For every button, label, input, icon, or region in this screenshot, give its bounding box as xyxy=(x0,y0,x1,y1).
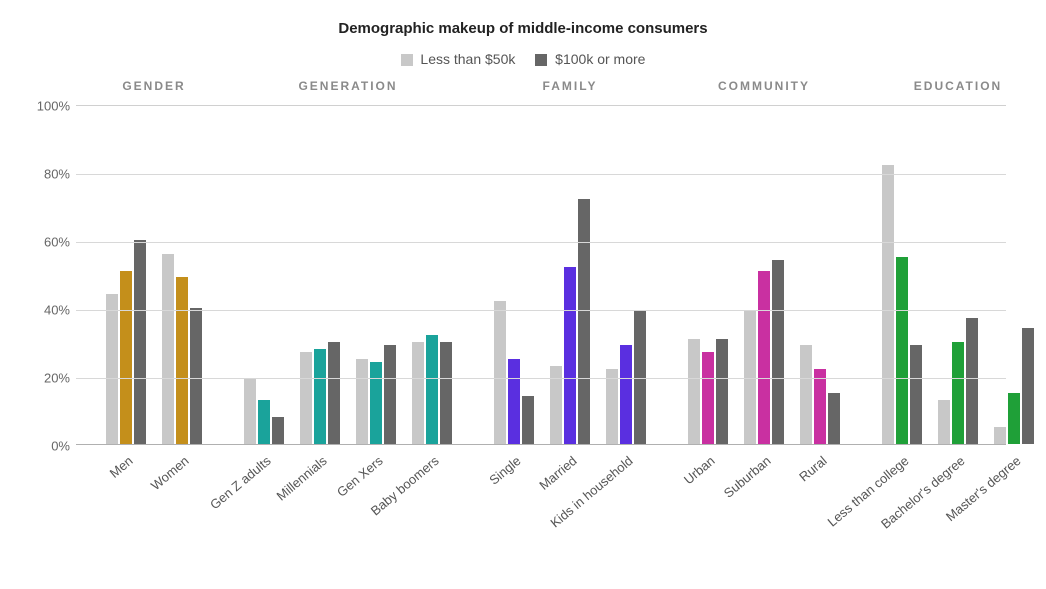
legend-swatch-low xyxy=(401,54,413,66)
bar xyxy=(370,362,382,444)
group-label: COMMUNITY xyxy=(718,79,810,93)
x-axis-labels: MenWomenGen Z adultsMillennialsGen XersB… xyxy=(76,445,1006,575)
group-label: GENDER xyxy=(122,79,185,93)
bar xyxy=(494,301,506,444)
bar xyxy=(578,199,590,444)
bar xyxy=(508,359,520,444)
bar xyxy=(800,345,812,444)
bar xyxy=(356,359,368,444)
bar xyxy=(426,335,438,444)
bars-layer xyxy=(76,106,1006,444)
bar xyxy=(966,318,978,444)
chart-title: Demographic makeup of middle-income cons… xyxy=(30,20,1016,37)
bar xyxy=(828,393,840,444)
x-tick-label: Single xyxy=(486,453,523,488)
bar xyxy=(1022,328,1034,444)
bar xyxy=(440,342,452,444)
bar xyxy=(190,308,202,444)
bar xyxy=(314,349,326,444)
bar xyxy=(564,267,576,444)
y-tick-label: 80% xyxy=(30,167,70,182)
bar xyxy=(814,369,826,444)
bar xyxy=(134,240,146,444)
x-tick-label: Women xyxy=(148,453,192,493)
bar xyxy=(244,379,256,444)
y-tick-label: 100% xyxy=(30,99,70,114)
x-tick-label: Rural xyxy=(796,453,829,484)
bar xyxy=(384,345,396,444)
bar xyxy=(106,294,118,444)
bar xyxy=(162,254,174,444)
bar xyxy=(606,369,618,444)
bar xyxy=(258,400,270,444)
legend-label-low: Less than $50k xyxy=(420,51,515,67)
group-label: EDUCATION xyxy=(914,79,1002,93)
bar xyxy=(938,400,950,444)
bar xyxy=(896,257,908,444)
x-tick-label: Gen Xers xyxy=(334,453,386,500)
bar xyxy=(882,165,894,444)
legend-item-high: $100k or more xyxy=(535,51,645,67)
group-label: GENERATION xyxy=(298,79,397,93)
bar xyxy=(702,352,714,444)
bar xyxy=(952,342,964,444)
y-tick-label: 40% xyxy=(30,303,70,318)
bar xyxy=(716,339,728,444)
gridline xyxy=(76,310,1006,311)
bar xyxy=(994,427,1006,444)
legend-swatch-high xyxy=(535,54,547,66)
bar xyxy=(522,396,534,444)
chart-container: Demographic makeup of middle-income cons… xyxy=(0,0,1046,589)
gridline xyxy=(76,378,1006,379)
bar xyxy=(272,417,284,444)
bar xyxy=(328,342,340,444)
bar xyxy=(300,352,312,444)
x-tick-label: Men xyxy=(107,453,136,481)
bar xyxy=(772,260,784,444)
bar xyxy=(1008,393,1020,444)
y-tick-label: 60% xyxy=(30,235,70,250)
x-tick-label: Suburban xyxy=(721,453,774,501)
group-labels-row: GENDER GENERATION FAMILY COMMUNITY EDUCATION xyxy=(30,79,1016,101)
x-tick-label: Married xyxy=(536,453,579,493)
bar xyxy=(620,345,632,444)
legend-label-high: $100k or more xyxy=(555,51,645,67)
bar xyxy=(688,339,700,444)
bar xyxy=(910,345,922,444)
gridline xyxy=(76,242,1006,243)
legend-item-low: Less than $50k xyxy=(401,51,516,67)
x-tick-label: Millennials xyxy=(273,453,329,504)
bar xyxy=(758,271,770,444)
y-tick-label: 20% xyxy=(30,371,70,386)
x-tick-label: Urban xyxy=(681,453,718,487)
bar xyxy=(120,271,132,444)
bar xyxy=(412,342,424,444)
group-label: FAMILY xyxy=(543,79,598,93)
bar xyxy=(176,277,188,444)
y-tick-label: 0% xyxy=(30,439,70,454)
plot-area: 0%20%40%60%80%100% xyxy=(76,105,1006,445)
chart-legend: Less than $50k $100k or more xyxy=(30,51,1016,67)
x-tick-label: Gen Z adults xyxy=(207,453,274,512)
gridline xyxy=(76,174,1006,175)
